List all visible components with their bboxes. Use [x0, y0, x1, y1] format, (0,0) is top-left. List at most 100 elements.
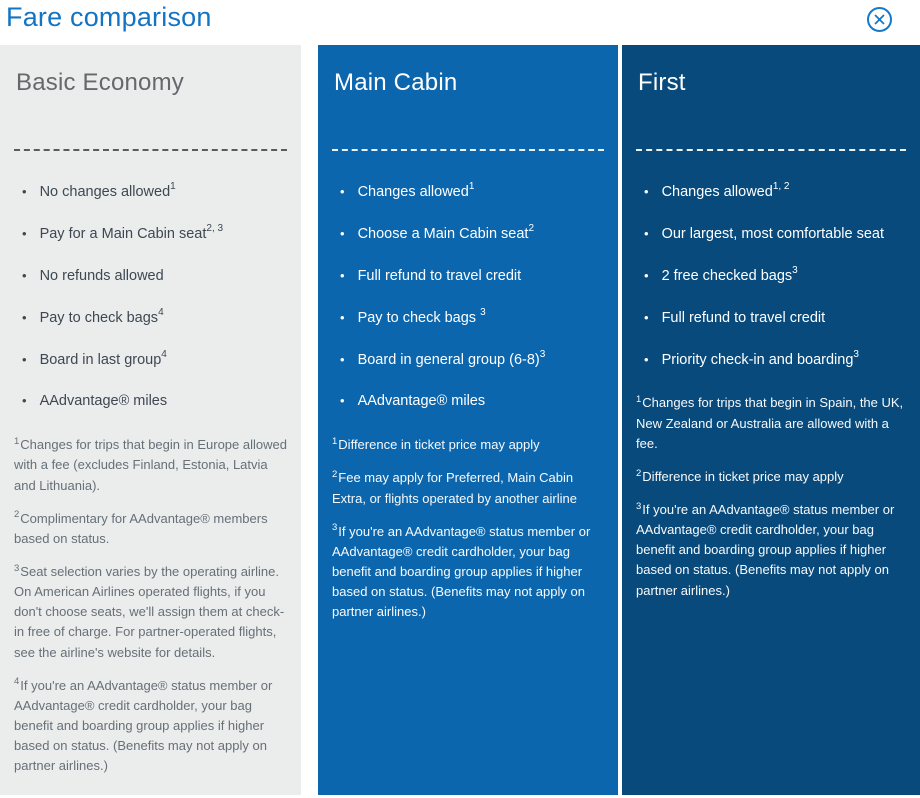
bullet-icon: • — [644, 225, 649, 241]
bullet-icon: • — [340, 184, 345, 199]
fare-column-basic-economy: Basic Economy • No changes allowed1 • Pay fo… — [0, 45, 301, 795]
benefit-item: • Full refund to travel credit — [340, 268, 606, 285]
footnote-marker: 2 — [528, 223, 535, 235]
benefit-text: Pay to check bags4 — [39, 306, 164, 326]
footnote-marker: 3 — [539, 348, 546, 360]
footnotes: 1Changes for trips that begin in Spain, … — [636, 393, 906, 600]
benefits-list: • Changes allowed1 • Choose a Main Cabin se… — [330, 181, 606, 410]
close-icon — [866, 6, 893, 33]
benefit-item: • No refunds allowed — [22, 268, 289, 285]
benefit-item: • Full refund to travel credit — [644, 310, 908, 327]
bullet-icon: • — [340, 267, 345, 283]
benefit-text: AAdvantage® miles — [357, 393, 486, 410]
bullet-icon: • — [22, 184, 27, 199]
bullet-icon: • — [22, 393, 27, 409]
benefit-item: • Changes allowed1, 2 — [644, 181, 908, 201]
footnote-number: 1 — [14, 436, 20, 448]
column-title-basic-economy: Basic Economy — [16, 69, 184, 96]
bullet-icon: • — [22, 309, 27, 325]
benefit-text: AAdvantage® miles — [39, 393, 168, 410]
benefit-text: Full refund to travel credit — [661, 309, 826, 326]
footnote: 1Difference in ticket price may apply — [332, 436, 540, 453]
footnote: 1Changes for trips that begin in Spain, … — [636, 394, 904, 451]
bullet-icon: • — [340, 393, 345, 409]
benefit-item: • Changes allowed1 — [340, 181, 606, 201]
footnote: 3If you're an AAdvantage® status member … — [636, 500, 895, 598]
benefit-item: • 2 free checked bags3 — [644, 264, 908, 285]
benefit-text: Board in general group (6-8)3 — [357, 348, 546, 368]
footnote: 3If you're an AAdvantage® status member … — [332, 522, 591, 620]
fare-column-first: First • Changes allowed1, 2 • Our largest, m… — [622, 45, 920, 795]
footnote-number: 3 — [14, 562, 20, 574]
bullet-icon: • — [644, 309, 649, 325]
fare-column-main-cabin: Main Cabin • Changes allowed1 • Choose a Mai… — [318, 45, 618, 795]
footnote: 3Seat selection varies by the operating … — [14, 562, 285, 660]
benefit-text: Changes allowed1, 2 — [661, 181, 790, 200]
benefit-item: • AAdvantage® miles — [340, 393, 606, 410]
footnote-marker: 1 — [170, 181, 176, 193]
bullet-icon: • — [22, 267, 27, 283]
bullet-icon: • — [340, 309, 345, 325]
benefit-item: • Choose a Main Cabin seat2 — [340, 223, 606, 243]
modal-header: Fare comparison — [0, 0, 920, 45]
footnote: 4If you're an AAdvantage® status member … — [14, 676, 273, 774]
dashed-divider — [332, 149, 604, 151]
benefit-item: • AAdvantage® miles — [22, 393, 289, 410]
benefit-item: • Priority check-in and boarding3 — [644, 348, 908, 369]
footnotes: 1Difference in ticket price may apply 2Fe… — [332, 435, 604, 622]
footnote-number: 3 — [636, 500, 642, 512]
footnote: 2Fee may apply for Preferred, Main Cabin… — [332, 469, 577, 506]
footnote-number: 4 — [14, 676, 20, 688]
fare-columns: Basic Economy • No changes allowed1 • Pay fo… — [0, 45, 920, 795]
bullet-icon: • — [340, 351, 345, 367]
footnotes: 1Changes for trips that begin in Europe … — [14, 435, 287, 776]
dashed-divider — [636, 149, 906, 151]
footnote-marker: 1, 2 — [772, 181, 790, 193]
footnote-number: 2 — [636, 467, 642, 479]
dashed-divider — [14, 149, 287, 151]
footnote-marker: 2, 3 — [206, 223, 224, 235]
footnote-marker: 4 — [161, 348, 167, 360]
benefit-item: • Board in general group (6-8)3 — [340, 348, 606, 369]
footnote-marker: 3 — [792, 264, 798, 276]
benefit-text: Changes allowed1 — [357, 181, 475, 200]
footnote-number: 2 — [14, 509, 20, 521]
footnote-number: 3 — [332, 522, 338, 534]
footnote: 2Difference in ticket price may apply — [636, 467, 844, 484]
benefit-item: • Pay to check bags4 — [22, 306, 289, 327]
footnote-marker: 3 — [853, 348, 859, 360]
bullet-icon: • — [22, 225, 27, 241]
benefit-text: Choose a Main Cabin seat2 — [357, 223, 535, 242]
benefit-item: • Our largest, most comfortable seat — [644, 226, 908, 243]
footnote: 1Changes for trips that begin in Europe … — [14, 436, 287, 493]
benefit-item: • Pay to check bags 3 — [340, 306, 606, 327]
footnote-number: 1 — [636, 394, 642, 406]
benefits-list: • Changes allowed1, 2 • Our largest, most c… — [634, 181, 908, 369]
footnote-number: 1 — [332, 436, 338, 448]
benefit-item: • Board in last group4 — [22, 348, 289, 369]
benefit-text: Our largest, most comfortable seat — [661, 225, 884, 242]
bullet-icon: • — [644, 351, 649, 367]
bullet-icon: • — [340, 225, 345, 241]
bullet-icon: • — [22, 351, 27, 367]
benefit-text: No refunds allowed — [39, 267, 164, 284]
page-title: Fare comparison — [6, 2, 212, 32]
benefit-text: Board in last group4 — [39, 348, 167, 368]
column-title-main-cabin: Main Cabin — [334, 69, 458, 96]
footnote: 2Complimentary for AAdvantage® members b… — [14, 509, 268, 546]
benefit-text: Priority check-in and boarding3 — [661, 348, 859, 368]
bullet-icon: • — [644, 184, 649, 199]
benefit-text: Pay to check bags 3 — [357, 306, 486, 326]
footnote-marker: 4 — [158, 306, 164, 318]
close-button[interactable] — [866, 6, 893, 33]
footnote-marker: 3 — [480, 306, 486, 318]
benefit-item: • Pay for a Main Cabin seat2, 3 — [22, 223, 289, 243]
column-title-first: First — [638, 69, 686, 96]
benefits-list: • No changes allowed1 • Pay for a Main Cabi… — [12, 181, 289, 410]
benefit-text: Pay for a Main Cabin seat2, 3 — [39, 223, 224, 242]
benefit-item: • No changes allowed1 — [22, 181, 289, 201]
footnote-number: 2 — [332, 469, 338, 481]
benefit-text: 2 free checked bags3 — [661, 264, 798, 284]
benefit-text: No changes allowed1 — [39, 181, 176, 200]
footnote-marker: 1 — [468, 181, 475, 193]
